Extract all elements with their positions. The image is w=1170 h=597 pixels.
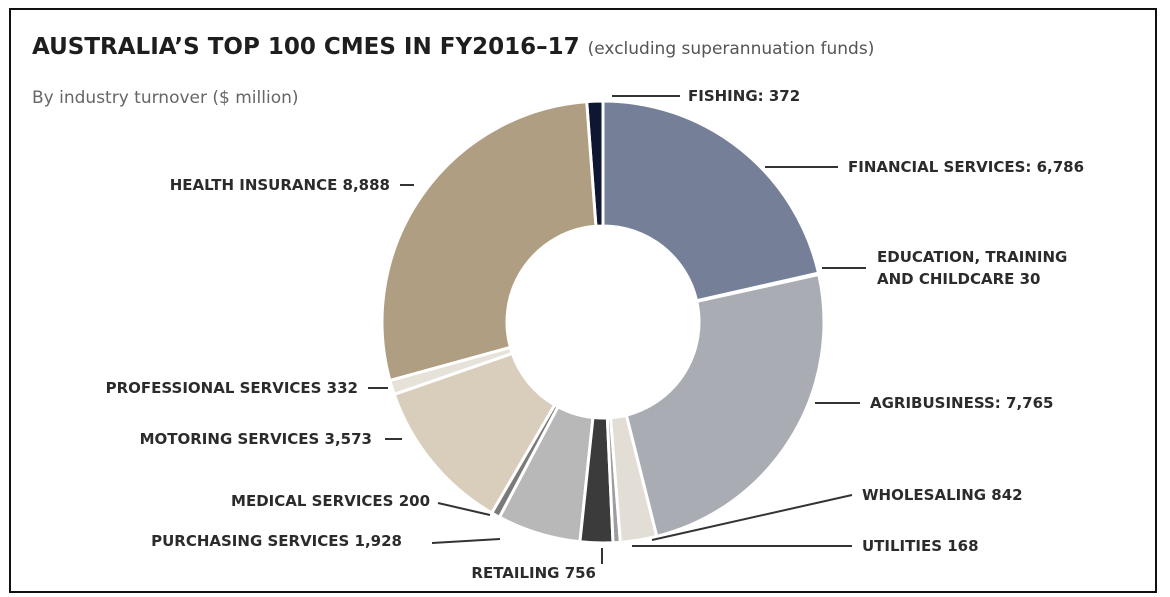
- chart-title: AUSTRALIA’S TOP 100 CMES IN FY2016–17: [32, 34, 580, 60]
- leader-line: [437, 502, 491, 516]
- title-note: (excluding superannuation funds): [587, 39, 875, 59]
- segment-label: MEDICAL SERVICES 200: [231, 492, 430, 510]
- donut-segment: [624, 272, 826, 539]
- leader-line: [431, 538, 501, 544]
- segment-label: FINANCIAL SERVICES: 6,786: [848, 158, 1085, 176]
- segment-label: FISHING: 372: [688, 87, 801, 105]
- leader-lines: [368, 95, 866, 564]
- segment-label: MOTORING SERVICES 3,573: [139, 430, 372, 448]
- donut-segment: [497, 404, 595, 544]
- chart-title-row: AUSTRALIA’S TOP 100 CMES IN FY2016–17 (e…: [32, 34, 874, 60]
- donut-segment: [380, 99, 598, 383]
- subtitle: By industry turnover ($ million): [32, 88, 299, 108]
- segment-label: WHOLESALING 842: [862, 486, 1023, 504]
- segment-label: PROFESSIONAL SERVICES 332: [105, 379, 358, 397]
- donut-segment: [601, 99, 821, 303]
- segment-label: RETAILING 756: [471, 564, 596, 582]
- segment-label: UTILITIES 168: [862, 537, 979, 555]
- segment-label: AGRIBUSINESS: 7,765: [870, 394, 1054, 412]
- leader-line: [651, 494, 853, 541]
- segment-label: HEALTH INSURANCE 8,888: [169, 176, 390, 194]
- segment-label: PURCHASING SERVICES 1,928: [151, 532, 402, 550]
- segment-label: EDUCATION, TRAINING AND CHILDCARE 30: [877, 248, 1068, 288]
- frame: [9, 8, 1157, 593]
